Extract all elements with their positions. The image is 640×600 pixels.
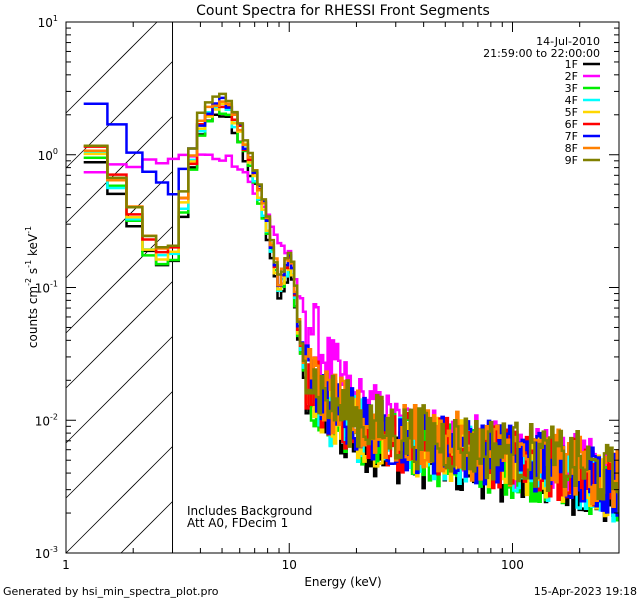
legend-label-1F: 1F — [565, 58, 578, 71]
y-axis-label: counts cm-2 s-1 keV-1 — [24, 226, 40, 348]
legend-label-5F: 5F — [565, 106, 578, 119]
hatch-line — [65, 226, 173, 334]
excluded-energy-hatch — [65, 21, 173, 554]
series-layer — [83, 92, 619, 523]
hatch-line — [65, 171, 173, 279]
legend-label-8F: 8F — [565, 142, 578, 155]
x-tick-label: 100 — [501, 558, 524, 572]
x-axis: 1 10 100 — [62, 22, 620, 572]
y-tick-label: 101 — [38, 14, 58, 30]
annotation-background: Includes Background — [187, 504, 312, 518]
y-tick-label: 10-2 — [35, 412, 58, 428]
x-axis-label: Energy (keV) — [304, 575, 381, 589]
y-tick-label: 10-3 — [35, 545, 58, 561]
time-range-label: 21:59:00 to 22:00:00 — [483, 47, 600, 60]
annotation-attenuator: Att A0, FDecim 1 — [187, 516, 288, 530]
footer-timestamp: 15-Apr-2023 19:18 — [534, 585, 637, 598]
hatch-line — [65, 336, 173, 444]
hatch-line — [65, 61, 173, 169]
hatch-line — [65, 446, 173, 554]
date-label: 14-Jul-2010 — [536, 35, 600, 48]
hatch-line — [120, 501, 173, 554]
legend-label-7F: 7F — [565, 130, 578, 143]
legend-label-3F: 3F — [565, 82, 578, 95]
y-tick-label: 100 — [38, 147, 58, 163]
legend-label-2F: 2F — [565, 70, 578, 83]
x-tick-label: 10 — [282, 558, 297, 572]
footer-generated-by: Generated by hsi_min_spectra_plot.pro — [3, 585, 219, 598]
legend-label-4F: 4F — [565, 94, 578, 107]
hatch-line — [65, 391, 173, 499]
chart-title: Count Spectra for RHESSI Front Segments — [196, 3, 490, 19]
series-9F — [83, 92, 619, 515]
hatch-line — [65, 21, 158, 114]
legend-label-9F: 9F — [565, 154, 578, 167]
hatch-line — [65, 281, 173, 389]
legend-label-6F: 6F — [565, 118, 578, 131]
x-tick-label: 1 — [62, 558, 70, 572]
hatch-line — [65, 116, 173, 224]
